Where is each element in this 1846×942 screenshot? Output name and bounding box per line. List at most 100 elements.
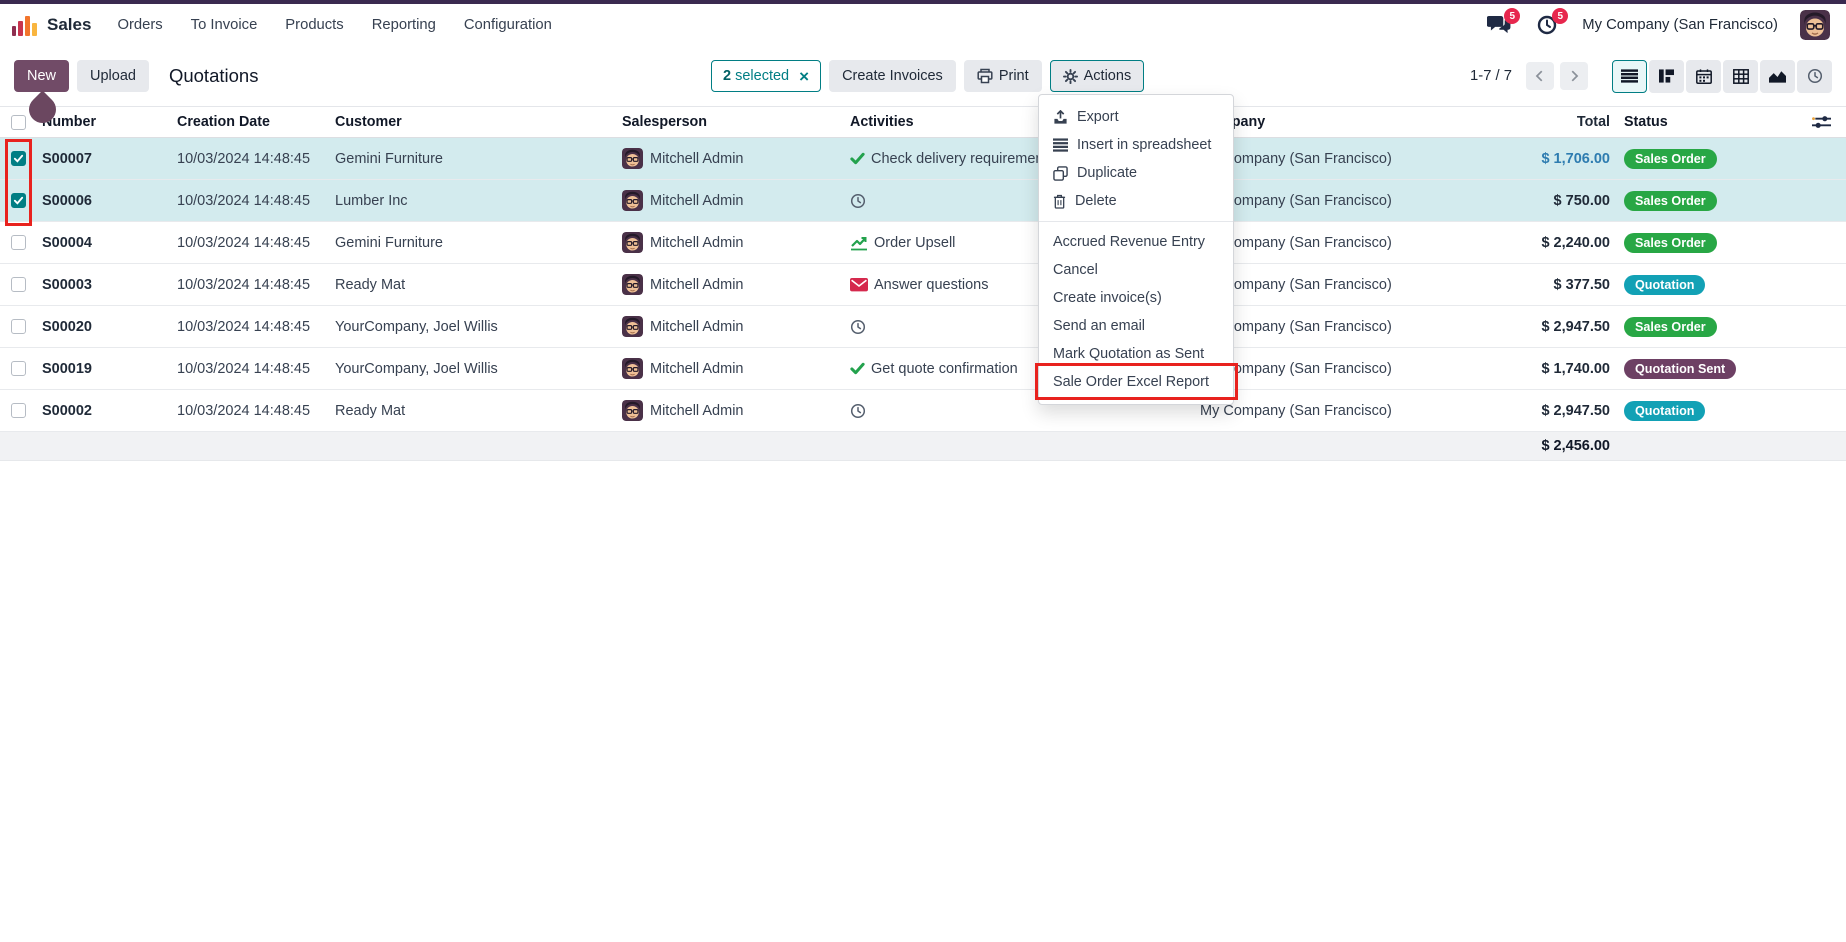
creation-date: 10/03/2024 14:48:45: [177, 234, 311, 251]
row-checkbox[interactable]: [10, 319, 26, 334]
check-icon: [850, 361, 865, 376]
order-number: S00003: [42, 276, 92, 293]
top-accent-strip: [0, 0, 1846, 4]
activities-button[interactable]: 5: [1534, 8, 1569, 36]
menu-item-insert-in-spreadsheet[interactable]: Insert in spreadsheet: [1039, 131, 1233, 159]
spreadsheet-icon: [1053, 138, 1068, 152]
menu-item-configuration[interactable]: Configuration: [463, 17, 552, 33]
activity-label: Get quote confirmation: [871, 360, 1018, 377]
order-total: $ 2,240.00: [1541, 234, 1610, 251]
export-icon: [1053, 110, 1068, 125]
column-header-number[interactable]: Number: [42, 114, 97, 130]
column-header-salesperson[interactable]: Salesperson: [622, 114, 708, 130]
pager-next-button[interactable]: [1560, 62, 1588, 90]
new-button[interactable]: New: [14, 60, 70, 92]
menu-divider: [1039, 221, 1233, 222]
menu-item-accrued-revenue-entry[interactable]: Accrued Revenue Entry: [1053, 234, 1205, 250]
view-switcher: [1612, 59, 1832, 93]
activity-cell[interactable]: Check delivery requirement: [844, 151, 1194, 167]
customer-name: Gemini Furniture: [335, 234, 443, 251]
menu-item-duplicate[interactable]: Duplicate: [1039, 159, 1233, 187]
salesperson-name: Mitchell Admin: [650, 402, 744, 419]
menu-item-orders[interactable]: Orders: [117, 17, 163, 33]
app-name[interactable]: Sales: [47, 15, 92, 34]
column-header-total[interactable]: Total: [1576, 114, 1610, 130]
view-graph-button[interactable]: [1760, 59, 1795, 93]
status-badge: Quotation: [1624, 274, 1706, 295]
column-header-activities[interactable]: Activities: [850, 114, 914, 130]
order-total: $ 377.50: [1553, 276, 1610, 293]
actions-button[interactable]: Actions: [1049, 60, 1145, 92]
pager-counter: 1-7 / 7: [1470, 68, 1512, 84]
view-pivot-button[interactable]: [1723, 59, 1758, 93]
table-row[interactable]: S00007 10/03/2024 14:48:45 Gemini Furnit…: [0, 138, 1846, 180]
quotations-list: Number Creation Date Customer Salesperso…: [0, 107, 1846, 461]
gear-icon: [1063, 69, 1078, 84]
print-button[interactable]: Print: [963, 60, 1042, 92]
menu-item-products[interactable]: Products: [285, 17, 344, 33]
column-header-company[interactable]: Company: [1194, 114, 1524, 130]
table-row[interactable]: S00003 10/03/2024 14:48:45 Ready Mat Mit…: [0, 264, 1846, 306]
row-checkbox[interactable]: [10, 277, 26, 292]
select-all-checkbox[interactable]: [10, 114, 26, 130]
menu-item-export[interactable]: Export: [1039, 103, 1233, 131]
menu-item-mark-quotation-as-sent[interactable]: Mark Quotation as Sent: [1053, 346, 1205, 362]
printer-icon: [977, 68, 993, 84]
main-navbar: Sales Orders To Invoice Products Reporti…: [0, 4, 1846, 46]
menu-item-to-invoice[interactable]: To Invoice: [190, 17, 258, 33]
table-row[interactable]: S00019 10/03/2024 14:48:45 YourCompany, …: [0, 348, 1846, 390]
status-badge: Sales Order: [1624, 316, 1717, 337]
menu-item-send-an-email[interactable]: Send an email: [1053, 318, 1146, 334]
order-total: $ 750.00: [1553, 192, 1610, 209]
row-checkbox[interactable]: [10, 235, 26, 250]
view-activity-button[interactable]: [1797, 59, 1832, 93]
status-badge: Sales Order: [1624, 232, 1717, 253]
activities-badge: 5: [1552, 8, 1569, 24]
pager-previous-button[interactable]: [1526, 62, 1554, 90]
table-row[interactable]: S00002 10/03/2024 14:48:45 Ready Mat Mit…: [0, 390, 1846, 432]
selection-count: 2: [723, 68, 732, 84]
column-header-status[interactable]: Status: [1624, 114, 1668, 130]
page-title: Quotations: [168, 65, 259, 86]
table-row[interactable]: S00006 10/03/2024 14:48:45 Lumber Inc Mi…: [0, 180, 1846, 222]
column-header-customer[interactable]: Customer: [335, 114, 402, 130]
row-checkbox[interactable]: [10, 193, 26, 208]
customer-name: Ready Mat: [335, 276, 406, 293]
menu-item-sale-order-excel-report[interactable]: Sale Order Excel Report: [1053, 374, 1209, 390]
salesperson-avatar: [622, 358, 643, 379]
kanban-view-icon: [1659, 69, 1674, 83]
odoo-logo-icon[interactable]: [12, 14, 37, 36]
view-list-button[interactable]: [1612, 59, 1647, 93]
table-row[interactable]: S00020 10/03/2024 14:48:45 YourCompany, …: [0, 306, 1846, 348]
row-checkbox[interactable]: [10, 403, 26, 418]
clock-icon: [850, 319, 866, 335]
company-name: My Company (San Francisco): [1200, 360, 1392, 377]
create-invoices-button[interactable]: Create Invoices: [829, 60, 956, 92]
activity-cell[interactable]: Order Upsell: [844, 235, 1194, 251]
order-total: $ 2,947.50: [1541, 318, 1610, 335]
list-view-icon: [1621, 69, 1638, 83]
activity-cell[interactable]: Answer questions: [844, 277, 1194, 293]
row-checkbox[interactable]: [10, 361, 26, 376]
creation-date: 10/03/2024 14:48:45: [177, 150, 311, 167]
messages-button[interactable]: 5: [1486, 8, 1521, 36]
order-total: $ 2,947.50: [1541, 402, 1610, 419]
pivot-view-icon: [1733, 69, 1749, 84]
optional-columns-button[interactable]: [1790, 115, 1846, 129]
activity-cell[interactable]: Get quote confirmation: [844, 361, 1194, 377]
column-header-creation-date[interactable]: Creation Date: [177, 114, 270, 130]
company-switcher[interactable]: My Company (San Francisco): [1582, 17, 1778, 33]
order-total: $ 1,706.00: [1541, 150, 1610, 167]
menu-item-cancel[interactable]: Cancel: [1053, 262, 1098, 278]
order-number: S00019: [42, 360, 92, 377]
clear-selection-icon[interactable]: ×: [799, 66, 810, 86]
view-calendar-button[interactable]: [1686, 59, 1721, 93]
menu-item-reporting[interactable]: Reporting: [371, 17, 436, 33]
view-kanban-button[interactable]: [1649, 59, 1684, 93]
menu-item-create-invoices[interactable]: Create invoice(s): [1053, 290, 1162, 306]
user-avatar[interactable]: [1800, 10, 1830, 40]
row-checkbox[interactable]: [10, 151, 26, 166]
menu-item-delete[interactable]: Delete: [1039, 187, 1233, 215]
table-row[interactable]: S00004 10/03/2024 14:48:45 Gemini Furnit…: [0, 222, 1846, 264]
upload-button[interactable]: Upload: [77, 60, 149, 92]
